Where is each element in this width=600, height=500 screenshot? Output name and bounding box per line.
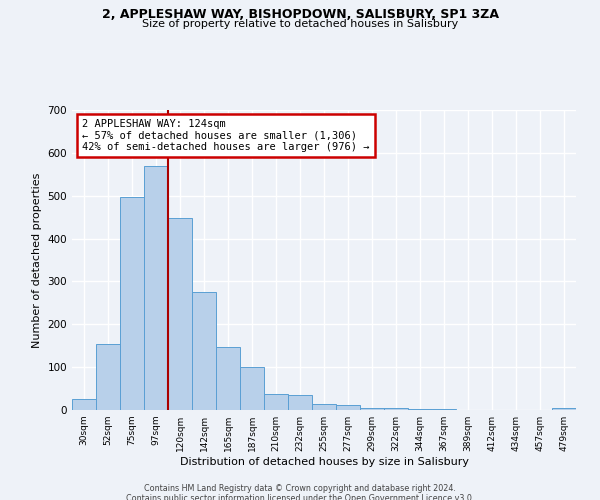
- Text: Contains public sector information licensed under the Open Government Licence v3: Contains public sector information licen…: [126, 494, 474, 500]
- Bar: [168, 218, 192, 410]
- Text: Size of property relative to detached houses in Salisbury: Size of property relative to detached ho…: [142, 19, 458, 29]
- Bar: [216, 348, 240, 410]
- X-axis label: Distribution of detached houses by size in Salisbury: Distribution of detached houses by size …: [179, 457, 469, 467]
- Bar: [192, 292, 216, 410]
- Bar: [312, 404, 336, 410]
- Bar: [288, 395, 312, 410]
- Text: 2, APPLESHAW WAY, BISHOPDOWN, SALISBURY, SP1 3ZA: 2, APPLESHAW WAY, BISHOPDOWN, SALISBURY,…: [101, 8, 499, 20]
- Bar: [384, 408, 408, 410]
- Bar: [552, 408, 576, 410]
- Bar: [360, 408, 384, 410]
- Bar: [72, 400, 96, 410]
- Bar: [144, 166, 168, 410]
- Bar: [240, 367, 264, 410]
- Y-axis label: Number of detached properties: Number of detached properties: [32, 172, 42, 348]
- Bar: [96, 344, 120, 410]
- Bar: [264, 394, 288, 410]
- Text: 2 APPLESHAW WAY: 124sqm
← 57% of detached houses are smaller (1,306)
42% of semi: 2 APPLESHAW WAY: 124sqm ← 57% of detache…: [82, 119, 370, 152]
- Bar: [432, 409, 456, 410]
- Bar: [120, 197, 144, 410]
- Bar: [408, 409, 432, 410]
- Bar: [336, 406, 360, 410]
- Text: Contains HM Land Registry data © Crown copyright and database right 2024.: Contains HM Land Registry data © Crown c…: [144, 484, 456, 493]
